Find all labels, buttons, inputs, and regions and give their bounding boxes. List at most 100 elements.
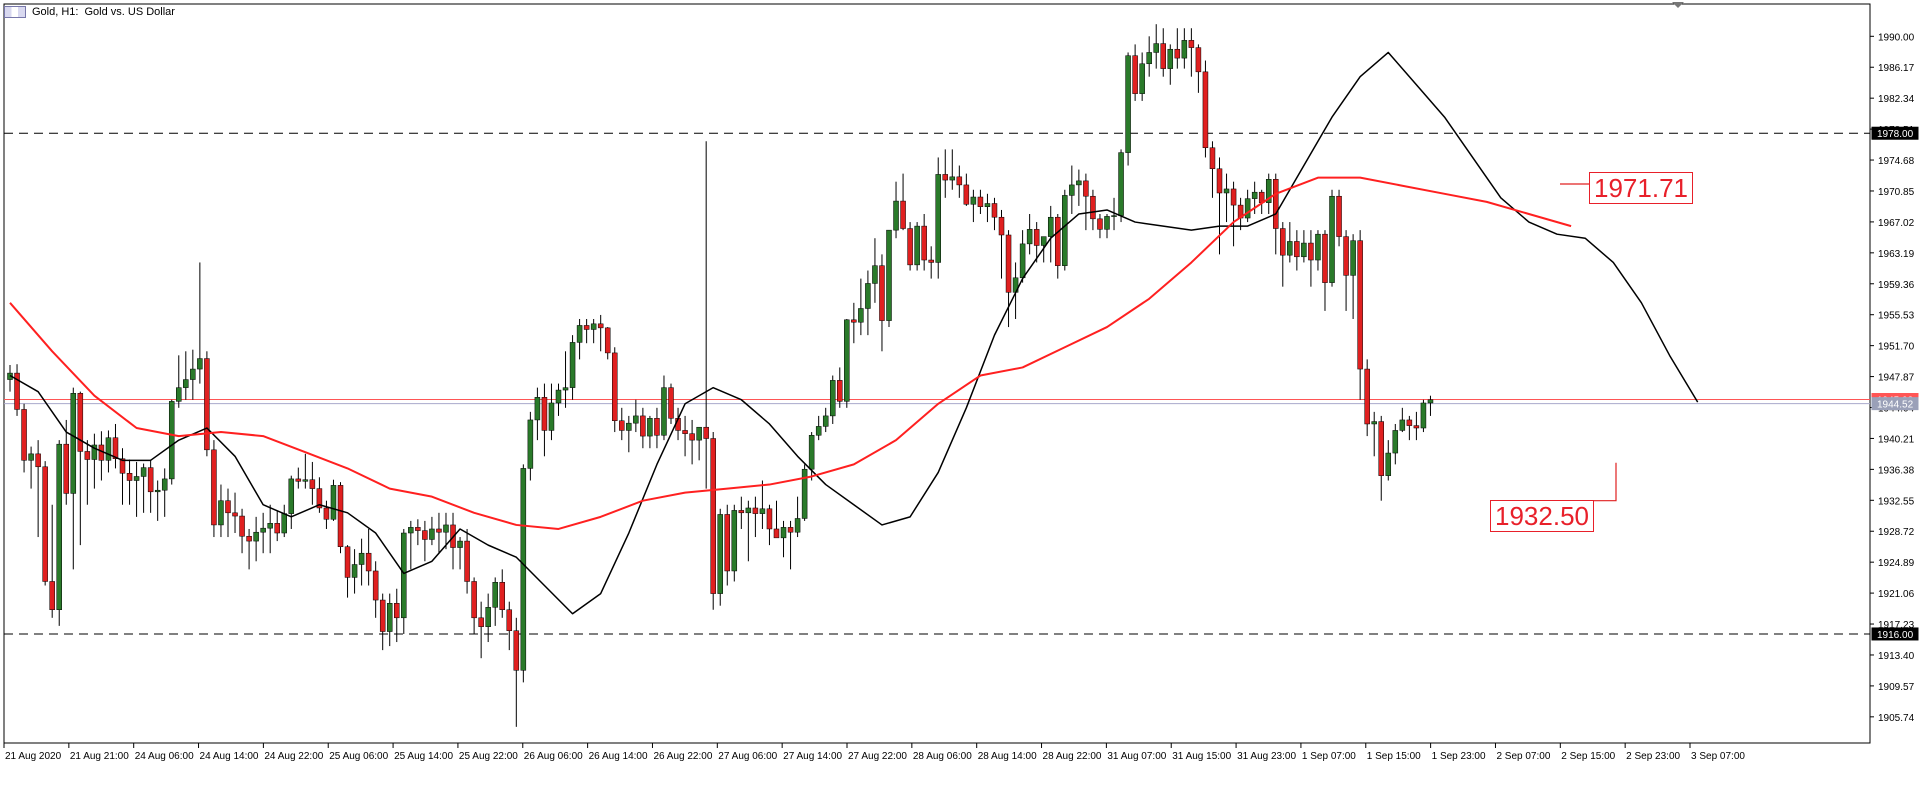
bear-candle	[654, 418, 660, 436]
bull-candle	[1385, 452, 1392, 476]
bear-candle	[394, 603, 400, 619]
bull-candle	[886, 229, 892, 321]
bull-candle	[1329, 195, 1335, 283]
x-tick-label: 25 Aug 22:00	[459, 751, 518, 762]
plot-area	[3, 3, 1871, 744]
x-tick-label: 28 Aug 06:00	[913, 751, 972, 762]
bear-candle	[1132, 55, 1138, 94]
bull-candle	[1223, 188, 1230, 194]
bull-candle	[1026, 229, 1033, 245]
bull-candle	[1427, 399, 1434, 404]
bull-candle	[1265, 179, 1272, 203]
bull-candle	[548, 402, 555, 431]
bear-candle	[1090, 195, 1096, 220]
bull-candle	[401, 532, 407, 619]
y-tick-label: 1917.23	[1878, 620, 1915, 631]
bull-candle	[893, 200, 899, 231]
bear-candle	[1308, 242, 1314, 261]
bear-candle	[239, 515, 245, 537]
bear-candle	[211, 449, 217, 526]
low-callout[interactable]: 1932.50	[1490, 500, 1594, 532]
x-tick-label: 1 Sep 23:00	[1432, 751, 1486, 762]
bear-candle	[991, 203, 998, 218]
x-tick-label: 27 Aug 14:00	[783, 751, 842, 762]
bear-candle	[1230, 188, 1237, 206]
x-tick-label: 24 Aug 14:00	[200, 751, 259, 762]
x-tick-label: 24 Aug 06:00	[135, 751, 194, 762]
bear-candle	[21, 409, 27, 461]
bear-candle	[956, 176, 963, 186]
y-tick-label: 1909.57	[1878, 682, 1915, 693]
x-tick-label: 3 Sep 07:00	[1691, 751, 1745, 762]
bull-candle	[443, 524, 449, 533]
bull-candle	[626, 422, 632, 431]
bear-candle	[337, 485, 344, 547]
bear-candle	[900, 200, 906, 229]
bull-candle	[949, 176, 956, 181]
bear-candle	[478, 617, 484, 627]
y-tick-label: 1932.55	[1878, 496, 1915, 507]
bull-candle	[794, 518, 801, 533]
bear-candle	[415, 527, 421, 531]
bull-candle	[576, 325, 583, 343]
x-tick-label: 1 Sep 15:00	[1367, 751, 1421, 762]
bear-candle	[604, 327, 611, 354]
bear-candle	[42, 466, 48, 582]
bull-candle	[780, 527, 787, 539]
x-tick-label: 28 Aug 14:00	[978, 751, 1037, 762]
bull-candle	[1047, 216, 1054, 237]
bull-candle	[302, 479, 309, 482]
bull-candle	[1111, 215, 1117, 217]
bull-candle	[696, 426, 702, 441]
bear-candle	[77, 393, 84, 452]
bear-candle	[1195, 47, 1202, 73]
symbol-label: Gold, H1:	[32, 6, 79, 18]
bear-candle	[851, 319, 857, 323]
bear-candle	[1216, 168, 1223, 194]
ma-fast-line	[9, 51, 1699, 615]
bull-candle	[105, 437, 112, 461]
bear-candle	[35, 453, 41, 468]
bear-candle	[126, 472, 133, 481]
bear-candle	[1280, 228, 1286, 256]
y-tick-label: 1940.21	[1878, 434, 1915, 445]
bear-candle	[837, 380, 843, 402]
bear-candle	[1202, 71, 1209, 149]
bull-candle	[633, 415, 639, 424]
level-1-tag	[1871, 627, 1919, 641]
bull-candle	[1153, 43, 1159, 53]
bear-candle	[710, 438, 716, 594]
level-0-tag	[1871, 126, 1919, 140]
bull-candle	[1040, 236, 1047, 246]
bull-candle	[562, 387, 569, 391]
bear-candle	[998, 216, 1005, 236]
bull-candle	[815, 426, 822, 436]
bull-candle	[822, 415, 829, 427]
bear-candle	[682, 430, 688, 434]
y-tick-label: 1970.85	[1878, 187, 1915, 198]
bull-candle	[1287, 241, 1293, 256]
bull-candle	[745, 507, 752, 514]
level-0-label: 1978.00	[1877, 129, 1914, 140]
bull-candle	[555, 389, 562, 404]
time-axis: 21 Aug 2020 21 Aug 21:00 24 Aug 06:00 24 Au…	[3, 743, 1745, 762]
bull-candle	[28, 453, 34, 461]
low-callout-line	[1586, 462, 1617, 502]
bull-candle	[858, 308, 864, 323]
y-tick-label: 1924.89	[1878, 558, 1915, 569]
bear-candle	[1033, 229, 1040, 246]
bear-candle	[703, 426, 709, 439]
chart-shift-marker-icon[interactable]	[1672, 2, 1684, 8]
ask-label: 1944.52	[1877, 400, 1914, 411]
bull-candle	[569, 342, 576, 388]
x-tick-label: 27 Aug 22:00	[848, 751, 907, 762]
x-tick-label: 1 Sep 07:00	[1302, 751, 1356, 762]
bear-candle	[1209, 147, 1216, 170]
bear-candle	[1005, 234, 1012, 293]
bear-candle	[597, 323, 604, 329]
bull-candle	[1251, 191, 1258, 199]
bear-candle	[787, 527, 794, 533]
y-tick-label: 1982.34	[1878, 94, 1915, 105]
high-callout[interactable]: 1971.71	[1589, 172, 1693, 204]
